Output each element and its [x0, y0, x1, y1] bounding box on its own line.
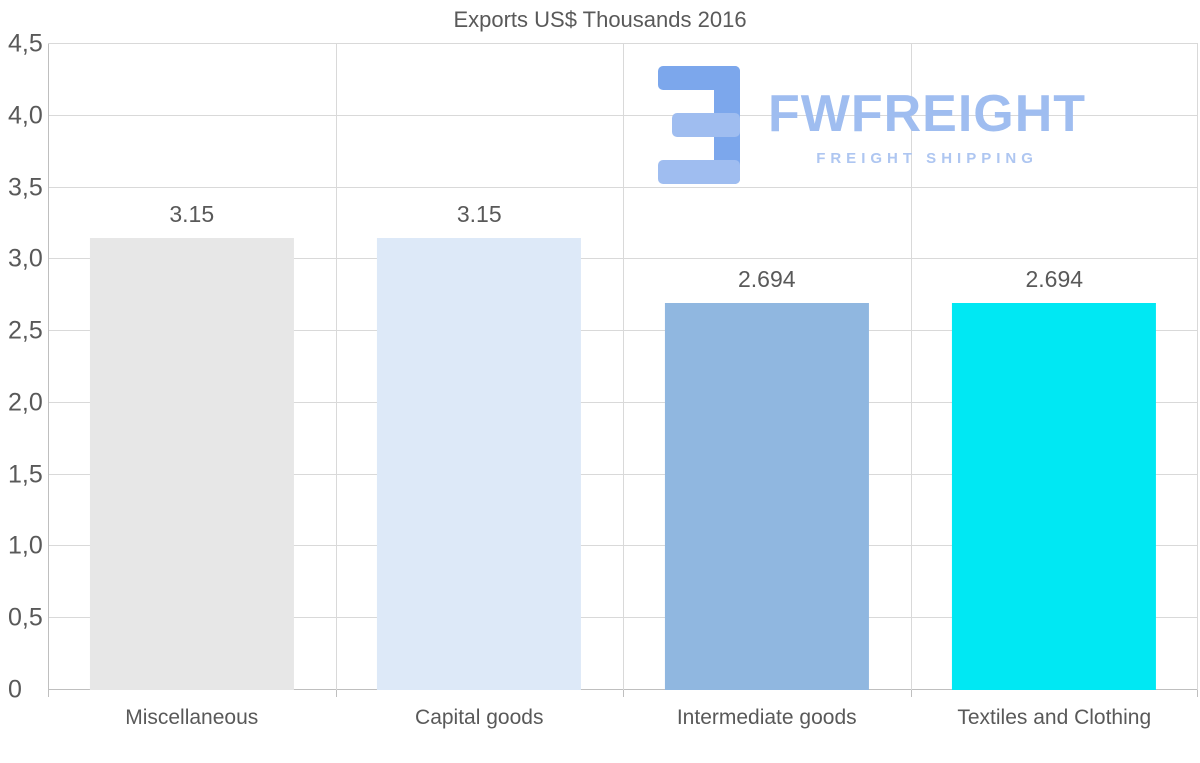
plot-area: 3.15 3.15 2.694 2.694 [48, 43, 1198, 697]
y-tick-label: 4,5 [8, 29, 43, 58]
bar-value-label: 3.15 [169, 200, 215, 227]
x-axis-tick [623, 690, 624, 697]
h-gridline [48, 43, 1198, 44]
x-axis-tick [1197, 690, 1198, 697]
y-tick-label: 1,0 [8, 531, 43, 560]
y-tick-label: 0,5 [8, 603, 43, 632]
y-axis: 0 0,5 1,0 1,5 2,0 2,5 3,0 3,5 4,0 4,5 [0, 31, 46, 702]
bar-cell: 2.694 [911, 44, 1199, 690]
bar-intermediate-goods [664, 303, 869, 690]
watermark-text: FWFREIGHT FREIGHT SHIPPING [768, 66, 1086, 167]
category-label-miscellaneous: Miscellaneous [125, 706, 259, 729]
y-tick-label: 4,0 [8, 101, 43, 130]
chart-title: Exports US$ Thousands 2016 [453, 7, 747, 32]
x-axis-tick [910, 690, 912, 697]
watermark-brand-text: FWFREIGHT [768, 85, 1087, 143]
y-tick-label: 3,5 [8, 173, 43, 202]
bar-value-label: 2.694 [1025, 266, 1084, 293]
x-axis: Miscellaneous Capital goods Intermediate g… [48, 706, 1198, 730]
x-axis-tick [48, 690, 49, 697]
bar-cell: 3.15 [336, 44, 624, 690]
v-gridline [910, 44, 912, 690]
y-tick-label: 3,0 [8, 244, 43, 273]
v-gridline [335, 44, 337, 690]
bar-capital-goods [377, 237, 582, 690]
y-tick-label: 1,5 [8, 460, 43, 489]
category-label-intermediate-goods: Intermediate goods [676, 706, 857, 729]
y-tick-label: 2,0 [8, 388, 43, 417]
bar-miscellaneous [89, 237, 294, 690]
x-axis-tick [335, 690, 337, 697]
bars-row: 3.15 3.15 2.694 2.694 [48, 44, 1198, 690]
category-label-textiles-and-clothing: Textiles and Clothing [957, 706, 1152, 729]
y-tick-label: 0 [8, 675, 22, 704]
v-gridline [623, 44, 624, 690]
category-label-capital-goods: Capital goods [415, 706, 544, 729]
v-gridline [1197, 44, 1198, 690]
bar-cell: 2.694 [623, 44, 911, 690]
watermark-logo: FWFREIGHT FREIGHT SHIPPING [648, 66, 1086, 184]
bar-textiles-and-clothing [952, 303, 1157, 690]
bar-value-label: 2.694 [737, 266, 796, 293]
watermark-logo-icon [658, 66, 740, 184]
v-gridline [48, 44, 49, 690]
bar-cell: 3.15 [48, 44, 336, 690]
y-tick-label: 2,5 [8, 316, 43, 345]
watermark-tagline-text: FREIGHT SHIPPING [816, 150, 1038, 167]
bar-value-label: 3.15 [456, 200, 502, 227]
